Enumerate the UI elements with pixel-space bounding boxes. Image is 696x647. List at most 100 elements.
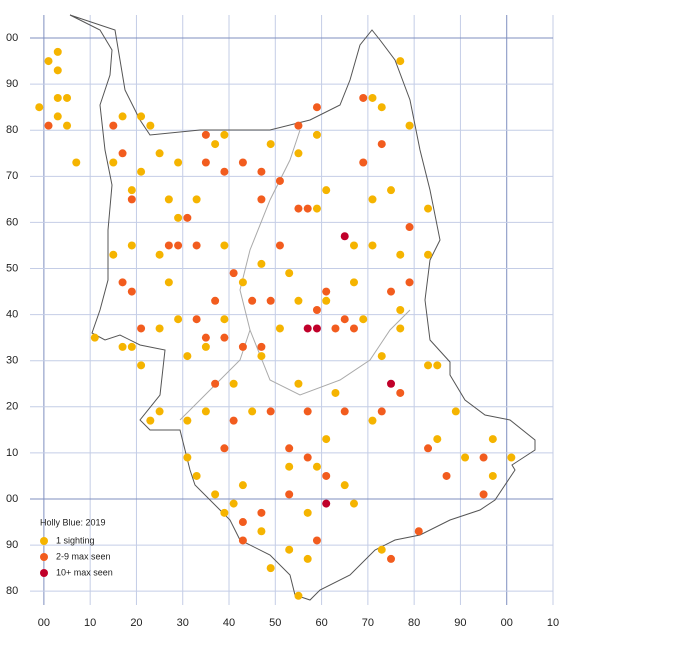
sighting-dot <box>201 130 210 139</box>
sighting-dot <box>211 296 220 305</box>
sighting-dot <box>137 324 146 333</box>
y-tick-label: 80 <box>6 124 18 136</box>
sighting-dot <box>424 444 433 453</box>
legend-swatch <box>40 553 48 561</box>
sighting-dot <box>396 57 405 66</box>
sighting-dot <box>285 444 294 453</box>
sighting-dot <box>137 167 146 176</box>
sighting-dot <box>303 508 312 517</box>
legend: Holly Blue: 2019 1 sighting 2-9 max seen 1… <box>40 517 113 577</box>
x-tick-label: 50 <box>269 617 281 629</box>
sighting-dot <box>322 296 331 305</box>
sighting-dot <box>201 158 210 167</box>
x-tick-label: 70 <box>362 617 374 629</box>
sighting-dot <box>118 149 127 158</box>
sighting-dot <box>405 278 414 287</box>
sighting-dot <box>63 121 72 130</box>
sighting-dot <box>238 481 247 490</box>
sighting-dot <box>248 296 257 305</box>
sighting-dot <box>229 379 238 388</box>
sighting-dot <box>220 444 229 453</box>
sighting-dot <box>312 536 321 545</box>
sighting-dot <box>266 140 275 149</box>
dots <box>35 47 516 600</box>
sighting-dot <box>396 250 405 259</box>
sighting-dot <box>183 416 192 425</box>
sighting-dot <box>303 453 312 462</box>
sighting-dot <box>127 186 136 195</box>
sighting-dot <box>266 296 275 305</box>
sighting-dot <box>257 195 266 204</box>
sighting-dot <box>118 278 127 287</box>
y-tick-label: 20 <box>6 401 18 413</box>
sighting-dot <box>349 241 358 250</box>
sighting-dot <box>340 481 349 490</box>
sighting-dot <box>424 361 433 370</box>
y-tick-label: 60 <box>6 216 18 228</box>
sighting-dot <box>164 241 173 250</box>
y-tick-label: 00 <box>6 493 18 505</box>
sighting-dot <box>164 278 173 287</box>
sighting-dot <box>349 278 358 287</box>
x-tick-label: 20 <box>130 617 142 629</box>
sighting-dot <box>312 306 321 314</box>
sighting-dot <box>507 453 516 462</box>
sighting-dot <box>396 306 405 314</box>
sighting-dot <box>192 471 201 480</box>
sighting-dot <box>275 241 284 250</box>
x-tick-label: 30 <box>177 617 189 629</box>
sighting-dot <box>266 407 275 416</box>
x-tick-label: 40 <box>223 617 235 629</box>
x-tick-label: 00 <box>38 617 50 629</box>
sighting-dot <box>257 259 266 268</box>
sighting-dot <box>137 361 146 370</box>
sighting-dot <box>211 140 220 149</box>
sighting-dot <box>312 324 321 333</box>
sighting-dot <box>322 287 331 296</box>
sighting-dot <box>377 352 386 361</box>
sighting-dot <box>164 195 173 204</box>
sighting-dot <box>229 416 238 425</box>
sighting-dot <box>229 499 238 508</box>
sighting-dot <box>359 93 368 102</box>
sighting-dot <box>238 342 247 351</box>
legend-swatch <box>40 569 48 577</box>
sighting-dot <box>322 499 331 508</box>
sighting-dot <box>257 527 266 536</box>
y-tick-label: 40 <box>6 309 18 321</box>
sighting-dot <box>220 315 229 324</box>
y-tick-label: 80 <box>6 585 18 597</box>
sighting-dot <box>294 121 303 130</box>
sighting-dot <box>248 407 257 416</box>
sighting-dot <box>285 462 294 471</box>
sighting-dot <box>174 158 183 167</box>
sighting-dot <box>192 195 201 204</box>
sighting-dot <box>387 287 396 296</box>
sighting-dot <box>340 407 349 416</box>
x-tick-label: 60 <box>315 617 327 629</box>
sighting-dot <box>266 564 275 573</box>
sighting-dot <box>275 324 284 333</box>
sighting-dot <box>294 204 303 213</box>
sighting-dot <box>192 315 201 324</box>
sighting-dot <box>377 545 386 554</box>
x-tick-label: 00 <box>501 617 513 629</box>
sighting-dot <box>303 407 312 416</box>
sighting-dot <box>257 342 266 351</box>
sighting-dot <box>201 407 210 416</box>
x-tick-label: 80 <box>408 617 420 629</box>
sighting-dot <box>146 121 155 130</box>
sighting-dot <box>451 407 460 416</box>
sighting-dot <box>220 241 229 250</box>
sighting-dot <box>118 342 127 351</box>
sighting-dot <box>183 453 192 462</box>
sighting-dot <box>368 241 377 250</box>
sighting-dot <box>377 407 386 416</box>
sighting-dot <box>424 204 433 213</box>
sighting-dot <box>433 361 442 370</box>
sighting-dot <box>387 554 396 563</box>
sighting-dot <box>211 490 220 499</box>
sighting-dot <box>238 158 247 167</box>
sighting-dot <box>312 204 321 213</box>
